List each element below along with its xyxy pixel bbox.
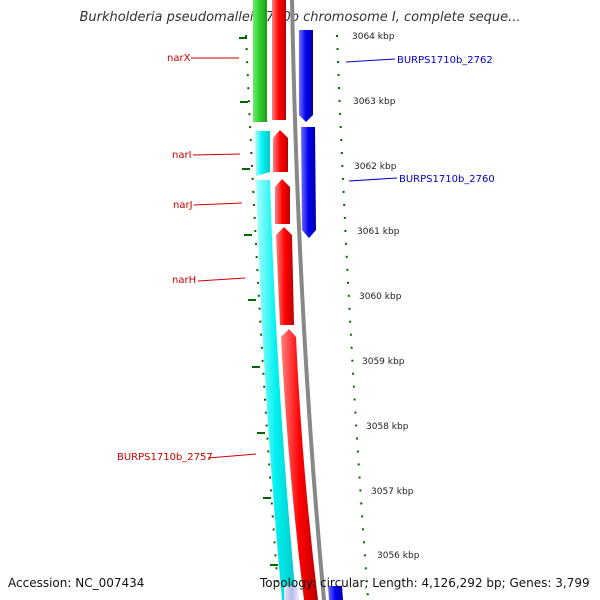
ruler-label-3061: 3061 kbp: [357, 227, 400, 237]
accession-text: Accession: NC_007434: [8, 576, 145, 590]
reverse-gene-labels[interactable]: narX narI narJ narH BURPS1710b_2757: [117, 53, 213, 463]
gene-label-narH: narH: [172, 275, 196, 286]
gene-label-BURPS1710b_2762: BURPS1710b_2762: [397, 55, 493, 66]
ruler-label-3057: 3057 kbp: [371, 487, 414, 497]
ruler-labels: 3064 kbp 3063 kbp 3062 kbp 3061 kbp 3060…: [352, 32, 420, 561]
gene-red-5[interactable]: [281, 329, 318, 600]
gene-red-4[interactable]: [276, 227, 294, 325]
genome-summary-text: Topology: circular; Length: 4,126,292 bp…: [260, 576, 590, 590]
gene-BURPS1710b_2762-arrow[interactable]: [299, 30, 313, 122]
inner-major-ticks: [239, 37, 278, 566]
gene-bottom-pale[interactable]: [284, 586, 299, 600]
gene-narI-arrow[interactable]: [255, 131, 270, 178]
gene-red-1[interactable]: [272, 0, 286, 120]
gene-narX-arrow[interactable]: [253, 0, 267, 122]
gene-narH-arrow[interactable]: [256, 180, 296, 600]
inner-scale-dots: [245, 34, 279, 591]
forward-label-leaders: [345, 58, 398, 182]
outer-scale-dots: [336, 34, 369, 599]
map-title: Burkholderia pseudomallei 1710b chromoso…: [79, 10, 521, 25]
gene-red-2[interactable]: [273, 130, 288, 172]
gene-label-narJ: narJ: [173, 200, 193, 211]
gene-label-BURPS1710b_2760: BURPS1710b_2760: [399, 174, 495, 185]
ruler-label-3063: 3063 kbp: [353, 97, 396, 107]
ruler-label-3059: 3059 kbp: [362, 357, 405, 367]
forward-gene-labels[interactable]: BURPS1710b_2762 BURPS1710b_2760: [397, 55, 495, 185]
gene-BURPS1710b_2760-arrow[interactable]: [301, 127, 316, 238]
ruler-label-3058: 3058 kbp: [366, 422, 409, 432]
ruler-label-3064: 3064 kbp: [352, 32, 395, 42]
reverse-label-leaders: [191, 57, 257, 459]
gene-bottom-blue[interactable]: [328, 586, 343, 600]
ruler-label-3060: 3060 kbp: [359, 292, 402, 302]
gene-label-narI: narI: [172, 150, 192, 161]
ruler-label-3062: 3062 kbp: [354, 162, 397, 172]
ruler-label-3056: 3056 kbp: [377, 551, 420, 561]
backbone-line: [290, 0, 326, 600]
gene-label-BURPS1710b_2757: BURPS1710b_2757: [117, 452, 213, 463]
gene-red-3[interactable]: [275, 179, 290, 224]
gene-label-narX: narX: [167, 53, 191, 64]
